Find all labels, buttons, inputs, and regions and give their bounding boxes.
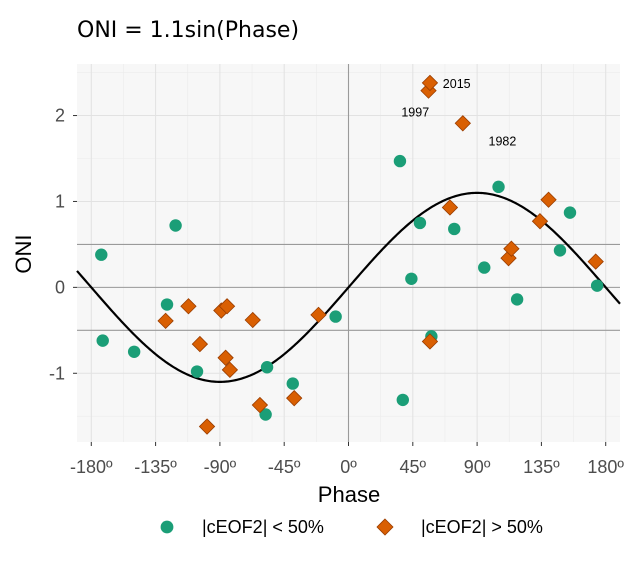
data-point-diamond — [221, 361, 239, 379]
y-axis-label: ONI — [11, 234, 36, 273]
annotation-label: 2015 — [443, 77, 471, 91]
data-point-diamond — [198, 418, 216, 435]
data-point-diamond — [180, 298, 197, 315]
data-point-circle — [478, 261, 491, 274]
data-point-diamond — [531, 213, 549, 230]
x-tick-label: 45º — [399, 457, 426, 477]
legend-label: |cEOF2| > 50% — [421, 517, 543, 537]
data-point-circle — [260, 361, 274, 374]
legend-label: |cEOF2| < 50% — [202, 517, 324, 537]
data-point-circle — [492, 180, 505, 194]
plot-panel: 2015 1997 1982 — [76, 64, 621, 442]
x-tick-label: -90º — [204, 457, 237, 477]
data-point-diamond — [310, 306, 327, 324]
data-point-diamond — [217, 349, 234, 366]
data-point-circle — [286, 377, 299, 390]
data-point-diamond — [503, 240, 520, 257]
y-tick-label: -1 — [49, 363, 65, 383]
x-tick-label: -180º — [70, 457, 113, 477]
data-point-diamond — [218, 298, 236, 315]
x-tick-label: 180º — [587, 457, 624, 477]
data-point-diamond — [286, 390, 303, 407]
data-point-circle — [329, 310, 342, 323]
data-point-circle — [393, 154, 407, 168]
x-axis-ticks: -180º -135º -90º -45º 0º 45º 90º 135º 180º — [70, 442, 624, 477]
data-point-diamond — [587, 253, 604, 270]
data-point-circle — [563, 206, 577, 219]
x-tick-label: 135º — [523, 457, 560, 477]
data-point-circle — [590, 279, 604, 292]
data-point-circle — [259, 408, 272, 421]
data-point-diamond — [244, 311, 261, 329]
data-point-circle — [405, 272, 418, 285]
x-axis-label: Phase — [318, 482, 380, 507]
data-point-circle — [169, 219, 182, 232]
data-point-circle — [160, 298, 174, 311]
x-tick-label: 0º — [340, 457, 357, 477]
y-tick-label: 0 — [55, 277, 65, 297]
series-high-ceof2 — [157, 74, 604, 435]
data-point-diamond — [441, 199, 459, 216]
data-point-diamond — [540, 191, 557, 208]
data-point-circle — [510, 293, 524, 306]
legend: |cEOF2| < 50% |cEOF2| > 50% — [160, 517, 543, 537]
data-point-circle — [96, 334, 109, 347]
annotation-label: 1982 — [489, 134, 517, 148]
data-point-diamond — [421, 74, 439, 92]
y-tick-label: 2 — [55, 106, 65, 126]
data-point-circle — [553, 244, 567, 257]
data-point-diamond — [251, 396, 269, 414]
data-point-circle — [396, 393, 409, 407]
chart-title: ONI = 1.1sin(Phase) — [77, 18, 299, 43]
legend-key-diamond — [376, 518, 394, 536]
data-point-circle — [95, 248, 108, 261]
sine-curve — [76, 191, 621, 383]
x-tick-label: 90º — [464, 457, 491, 477]
y-axis-ticks: -1 0 1 2 — [49, 106, 77, 383]
y-tick-label: 1 — [55, 191, 65, 211]
x-tick-label: -135º — [134, 457, 177, 477]
data-point-circle — [127, 345, 141, 358]
data-point-diamond — [454, 115, 471, 132]
series-low-ceof2 — [95, 154, 604, 421]
data-point-circle — [413, 216, 427, 230]
data-point-diamond — [157, 312, 174, 330]
data-point-diamond — [421, 333, 439, 350]
data-point-circle — [190, 365, 204, 378]
data-point-circle — [448, 222, 461, 236]
annotation-label: 1997 — [401, 105, 429, 119]
legend-key-circle — [160, 520, 174, 534]
x-tick-label: -45º — [268, 457, 301, 477]
data-point-diamond — [191, 335, 209, 353]
